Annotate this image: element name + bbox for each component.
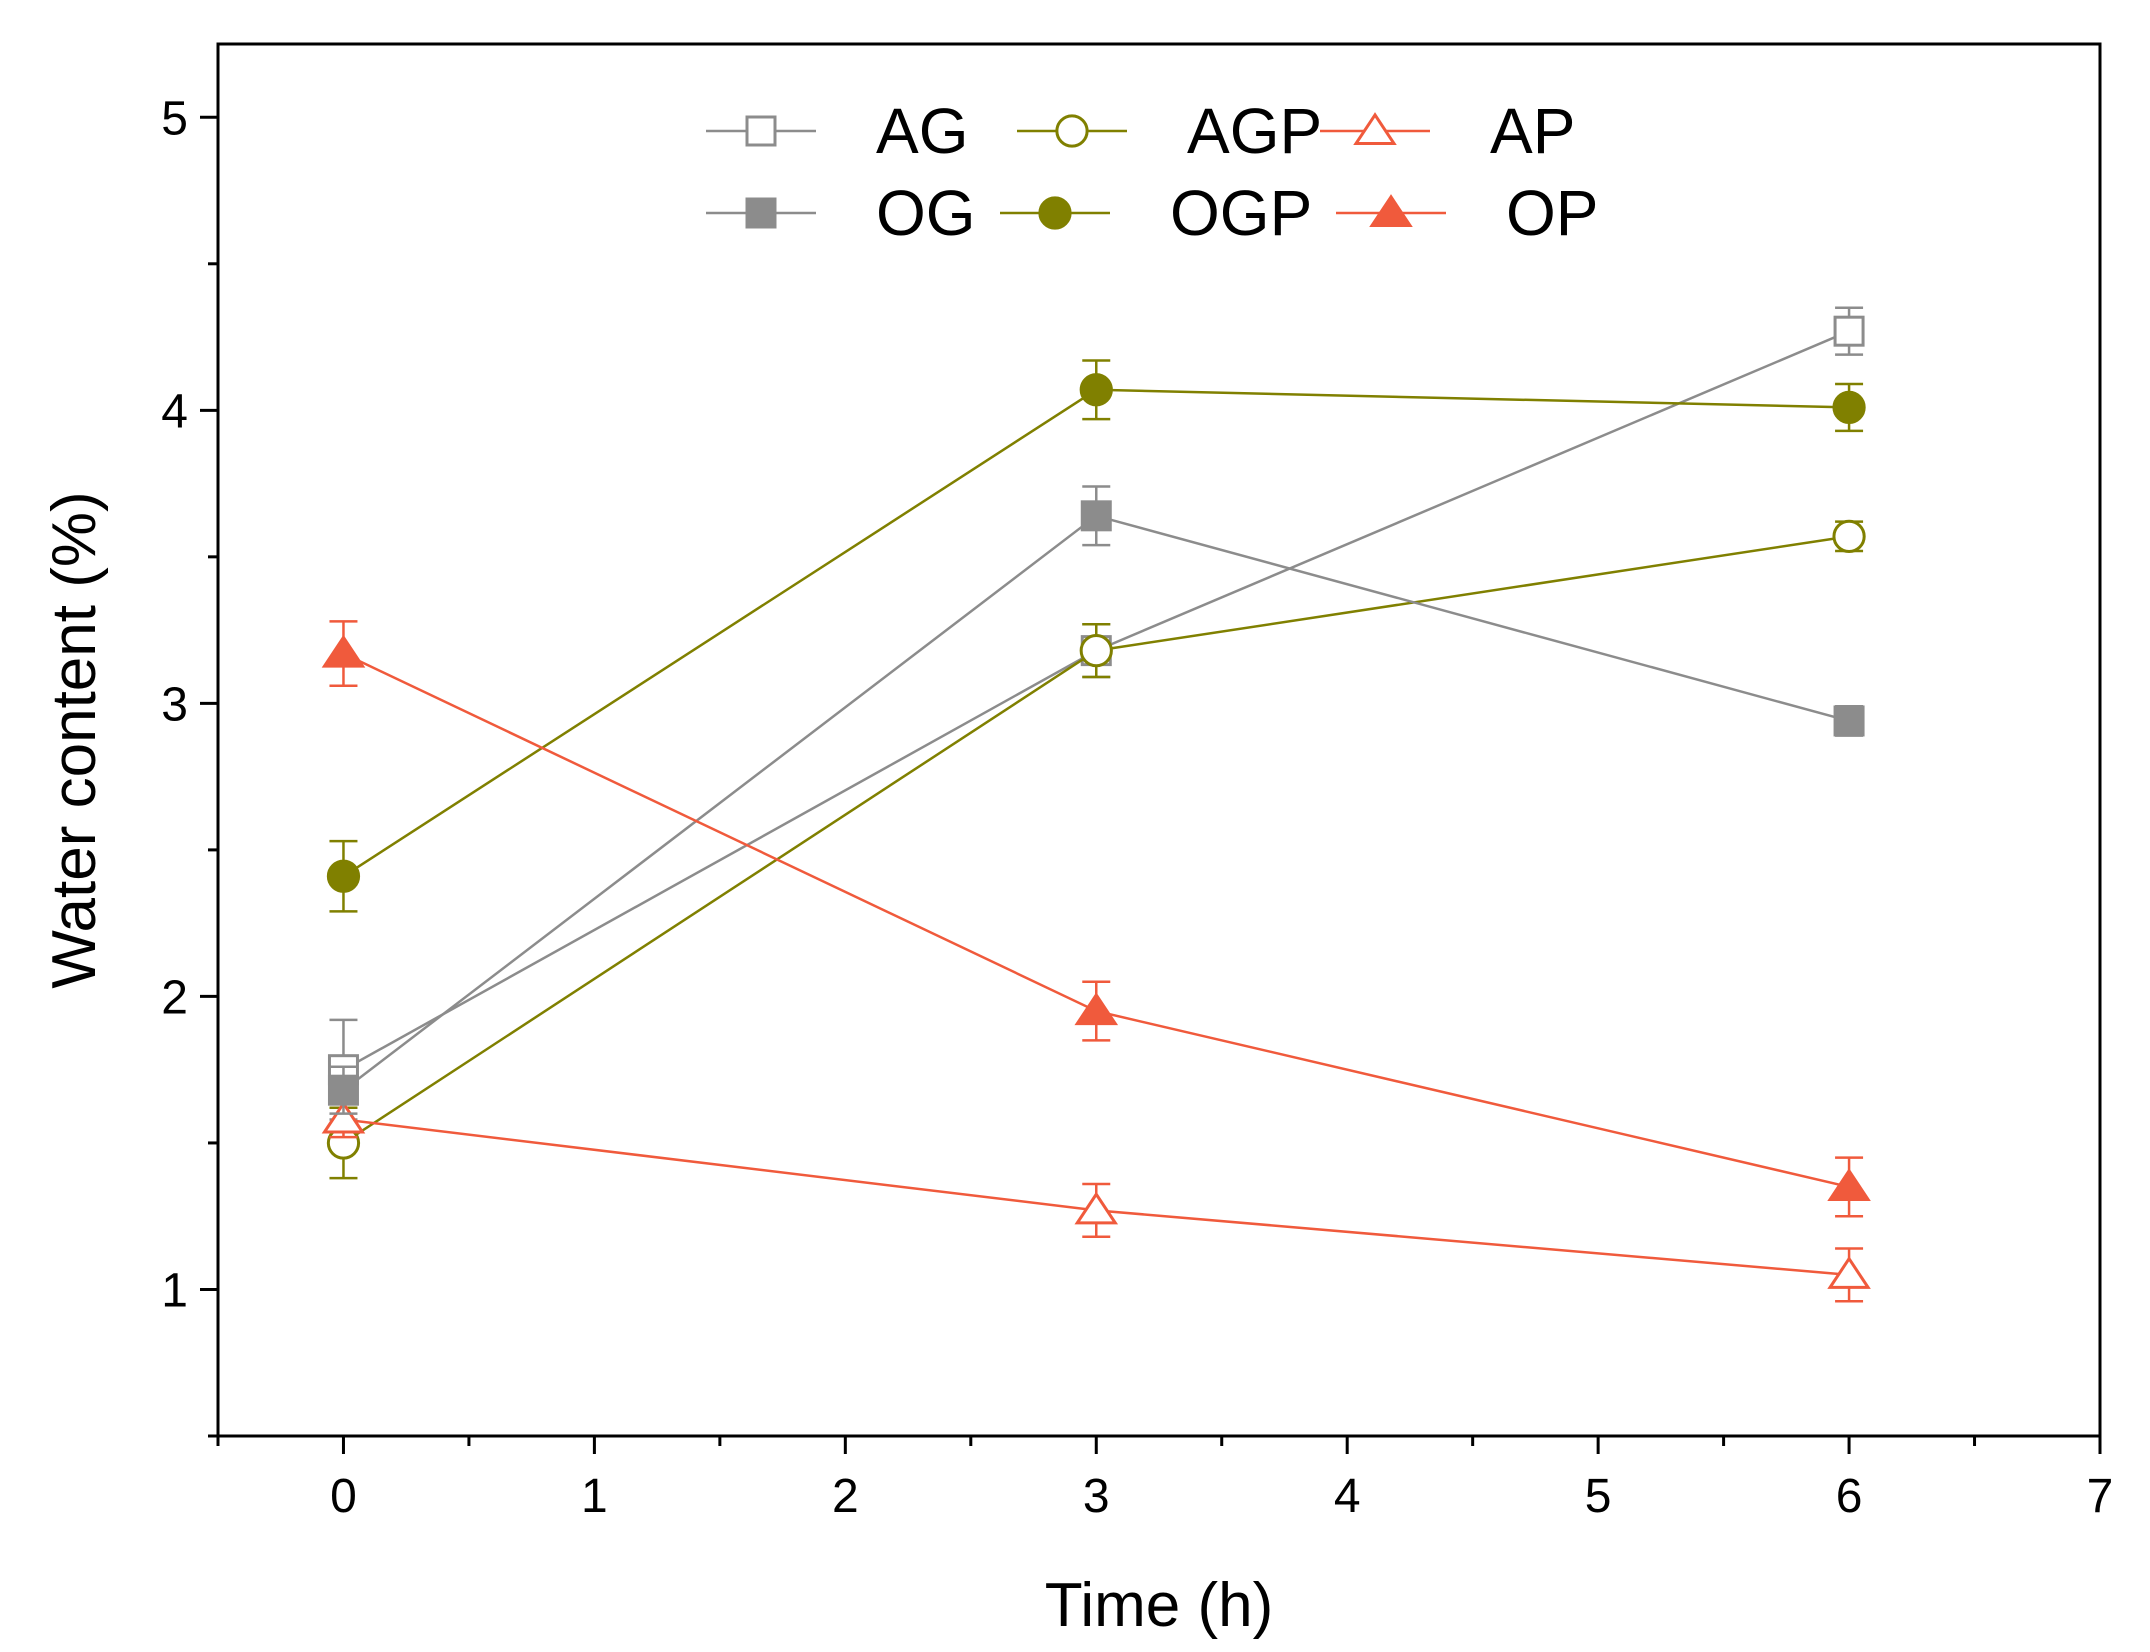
legend-label: OG (876, 177, 976, 249)
legend-entry-agp: AGP (1017, 95, 1322, 167)
legend: AG AGP AP OG OGP OP (706, 95, 1598, 249)
series-og (327, 485, 1865, 1115)
x-tick-label: 4 (1334, 1470, 1361, 1523)
x-tick-label: 5 (1585, 1470, 1612, 1523)
data-point-og (327, 1074, 359, 1106)
legend-entry-og: OG (706, 177, 976, 249)
y-tick-label: 2 (161, 971, 188, 1024)
legend-label: OGP (1170, 177, 1312, 249)
axes: 0 1 2 3 4 5 6 7 1 2 3 4 5 (161, 92, 2113, 1523)
series-ogp (326, 359, 1866, 913)
data-point-op (1827, 1168, 1871, 1201)
y-tick-label: 3 (161, 678, 188, 731)
legend-marker (745, 197, 777, 229)
x-tick-label: 2 (832, 1470, 859, 1523)
legend-entry-ag: AG (706, 95, 968, 167)
x-tick-label: 6 (1836, 1470, 1863, 1523)
data-point-ogp (326, 859, 361, 893)
legend-label: OP (1506, 177, 1598, 249)
legend-entry-ogp: OGP (1000, 177, 1312, 249)
series-agp (326, 519, 1866, 1180)
series-op (321, 620, 1871, 1218)
data-point-ap (1074, 1191, 1119, 1225)
data-point-agp (1079, 633, 1113, 668)
data-point-og (1833, 705, 1865, 737)
x-tick-label: 7 (2087, 1470, 2114, 1523)
data-point-ogp (1079, 373, 1113, 407)
legend-marker (1038, 196, 1072, 230)
x-axis-title: Time (h) (1045, 1571, 1273, 1640)
data-point-op (1074, 992, 1119, 1026)
legend-marker (1353, 112, 1397, 146)
y-tick-label: 4 (161, 385, 188, 438)
y-tick-label: 1 (161, 1264, 188, 1317)
legend-marker (1369, 194, 1413, 228)
legend-label: AG (876, 95, 968, 167)
legend-entry-ap: AP (1320, 95, 1575, 167)
y-tick-label: 5 (161, 92, 188, 145)
legend-marker (745, 115, 777, 147)
plot-frame (216, 42, 2102, 1438)
data-point-op (321, 634, 366, 668)
data-marks (321, 306, 1871, 1303)
legend-label: AGP (1187, 95, 1322, 167)
x-tick-label: 3 (1083, 1470, 1110, 1523)
data-point-agp (1832, 519, 1866, 553)
x-tick-label: 0 (330, 1470, 357, 1523)
legend-label: AP (1490, 95, 1575, 167)
y-axis-title: Water content (%) (40, 491, 109, 988)
data-point-og (1080, 500, 1112, 532)
legend-marker (1055, 114, 1089, 148)
data-point-ogp (1832, 390, 1866, 425)
data-point-ap (1827, 1256, 1871, 1289)
data-point-ag (1833, 315, 1865, 347)
data-point-ap (321, 1100, 366, 1134)
legend-entry-op: OP (1336, 177, 1598, 249)
x-tick-label: 1 (581, 1470, 608, 1523)
